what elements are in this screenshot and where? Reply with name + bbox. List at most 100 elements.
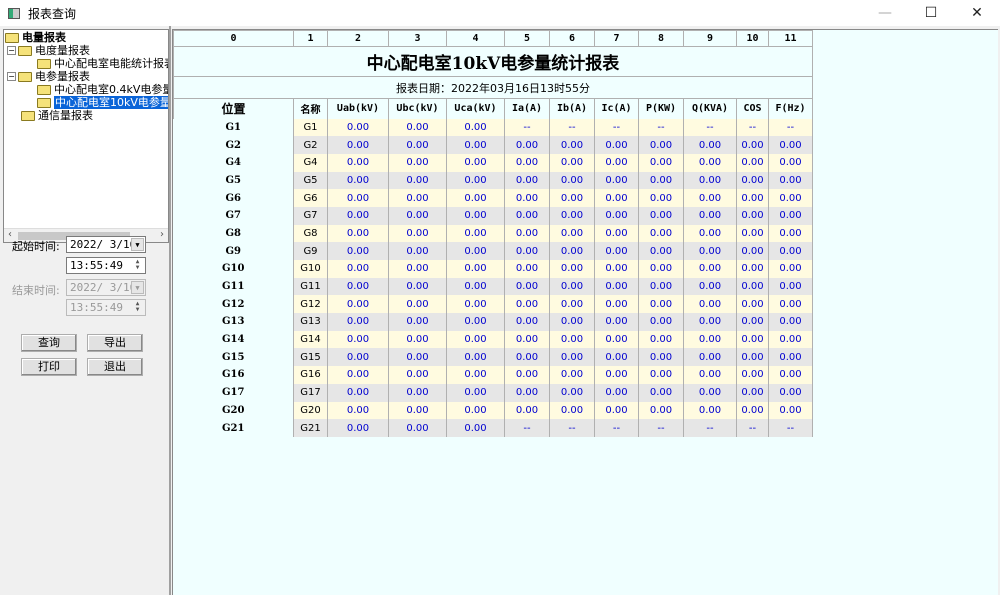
value-cell[interactable]: 0.00: [683, 136, 737, 154]
value-cell[interactable]: 0.00: [446, 419, 505, 437]
value-cell[interactable]: 0.00: [736, 153, 769, 172]
value-cell[interactable]: 0.00: [736, 383, 769, 402]
name-cell[interactable]: G8: [293, 224, 328, 243]
value-cell[interactable]: 0.00: [388, 118, 447, 137]
value-cell[interactable]: 0.00: [388, 206, 447, 225]
value-cell[interactable]: 0.00: [446, 206, 505, 225]
value-cell[interactable]: 0.00: [504, 171, 550, 190]
value-cell[interactable]: 0.00: [638, 136, 684, 154]
start-time-input[interactable]: 13:55:49 ▲ ▼: [66, 257, 146, 274]
value-cell[interactable]: 0.00: [768, 313, 813, 331]
value-cell[interactable]: 0.00: [683, 171, 737, 190]
value-cell[interactable]: 0.00: [736, 366, 769, 384]
value-cell[interactable]: 0.00: [504, 153, 550, 172]
column-number[interactable]: 1: [293, 30, 328, 47]
value-cell[interactable]: 0.00: [504, 348, 550, 367]
value-cell[interactable]: 0.00: [549, 242, 595, 260]
value-cell[interactable]: 0.00: [683, 330, 737, 349]
value-cell[interactable]: 0.00: [388, 136, 447, 154]
value-cell[interactable]: 0.00: [683, 383, 737, 402]
value-cell[interactable]: 0.00: [446, 313, 505, 331]
value-cell[interactable]: 0.00: [736, 189, 769, 207]
value-cell[interactable]: 0.00: [446, 277, 505, 296]
name-cell[interactable]: G6: [293, 189, 328, 207]
value-cell[interactable]: 0.00: [549, 295, 595, 314]
value-cell[interactable]: --: [736, 118, 769, 137]
value-cell[interactable]: 0.00: [327, 330, 389, 349]
scroll-left-icon[interactable]: ‹: [8, 229, 12, 240]
value-cell[interactable]: 0.00: [736, 313, 769, 331]
value-cell[interactable]: 0.00: [388, 366, 447, 384]
value-cell[interactable]: 0.00: [388, 401, 447, 420]
value-cell[interactable]: 0.00: [594, 136, 639, 154]
value-cell[interactable]: 0.00: [736, 295, 769, 314]
value-cell[interactable]: 0.00: [594, 401, 639, 420]
value-cell[interactable]: --: [638, 419, 684, 437]
value-cell[interactable]: 0.00: [327, 401, 389, 420]
column-number[interactable]: 5: [504, 30, 550, 47]
value-cell[interactable]: 0.00: [388, 277, 447, 296]
value-cell[interactable]: 0.00: [327, 383, 389, 402]
position-cell[interactable]: G16: [173, 366, 294, 384]
report-tree[interactable]: 电量报表 − 电度量报表 中心配电室电能统计报表 − 电参量报表 中心配电室0.4k…: [3, 29, 169, 243]
name-cell[interactable]: G5: [293, 171, 328, 190]
name-cell[interactable]: G4: [293, 153, 328, 172]
value-cell[interactable]: 0.00: [594, 330, 639, 349]
export-button[interactable]: 导出: [87, 334, 143, 352]
value-cell[interactable]: 0.00: [594, 206, 639, 225]
scroll-right-icon[interactable]: ›: [160, 229, 164, 240]
position-cell[interactable]: G7: [173, 206, 294, 225]
name-cell[interactable]: G7: [293, 206, 328, 225]
position-cell[interactable]: G9: [173, 242, 294, 260]
name-cell[interactable]: G17: [293, 383, 328, 402]
value-cell[interactable]: 0.00: [327, 171, 389, 190]
column-number[interactable]: 9: [683, 30, 737, 47]
name-cell[interactable]: G15: [293, 348, 328, 367]
value-cell[interactable]: 0.00: [388, 330, 447, 349]
value-cell[interactable]: 0.00: [683, 313, 737, 331]
tree-item-params[interactable]: − 电参量报表: [7, 70, 90, 83]
value-cell[interactable]: 0.00: [594, 224, 639, 243]
value-cell[interactable]: 0.00: [736, 224, 769, 243]
value-cell[interactable]: 0.00: [504, 136, 550, 154]
value-cell[interactable]: 0.00: [638, 313, 684, 331]
value-cell[interactable]: --: [504, 419, 550, 437]
position-cell[interactable]: G14: [173, 330, 294, 349]
value-cell[interactable]: 0.00: [327, 242, 389, 260]
value-cell[interactable]: 0.00: [594, 153, 639, 172]
tree-item-10kv-report[interactable]: 中心配电室10kV电参量统: [37, 96, 168, 109]
column-number[interactable]: 2: [327, 30, 389, 47]
value-cell[interactable]: 0.00: [327, 260, 389, 278]
value-cell[interactable]: 0.00: [683, 348, 737, 367]
value-cell[interactable]: 0.00: [638, 401, 684, 420]
value-cell[interactable]: 0.00: [446, 153, 505, 172]
value-cell[interactable]: 0.00: [594, 277, 639, 296]
tree-root[interactable]: 电量报表: [5, 31, 66, 44]
value-cell[interactable]: 0.00: [638, 242, 684, 260]
name-cell[interactable]: G9: [293, 242, 328, 260]
name-cell[interactable]: G2: [293, 136, 328, 154]
collapse-icon[interactable]: −: [7, 72, 16, 81]
minimize-button[interactable]: —: [878, 5, 892, 21]
value-cell[interactable]: 0.00: [388, 189, 447, 207]
name-cell[interactable]: G16: [293, 366, 328, 384]
value-cell[interactable]: 0.00: [504, 295, 550, 314]
value-cell[interactable]: 0.00: [327, 295, 389, 314]
value-cell[interactable]: 0.00: [388, 242, 447, 260]
value-cell[interactable]: 0.00: [594, 171, 639, 190]
value-cell[interactable]: 0.00: [768, 401, 813, 420]
value-cell[interactable]: 0.00: [327, 224, 389, 243]
name-cell[interactable]: G12: [293, 295, 328, 314]
value-cell[interactable]: 0.00: [504, 330, 550, 349]
value-cell[interactable]: 0.00: [638, 295, 684, 314]
column-number[interactable]: 6: [549, 30, 595, 47]
value-cell[interactable]: 0.00: [768, 242, 813, 260]
value-cell[interactable]: 0.00: [638, 153, 684, 172]
value-cell[interactable]: 0.00: [504, 401, 550, 420]
value-cell[interactable]: 0.00: [504, 313, 550, 331]
value-cell[interactable]: 0.00: [504, 366, 550, 384]
value-cell[interactable]: --: [549, 419, 595, 437]
value-cell[interactable]: 0.00: [768, 136, 813, 154]
value-cell[interactable]: 0.00: [594, 295, 639, 314]
column-number[interactable]: 8: [638, 30, 684, 47]
